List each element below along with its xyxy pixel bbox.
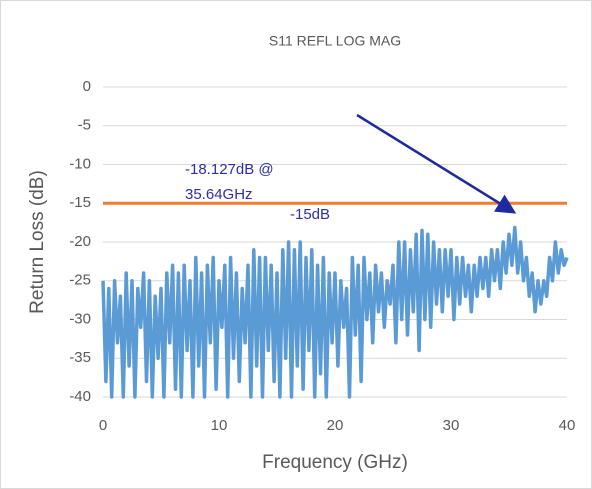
y-tick-label: -15 bbox=[69, 194, 91, 211]
y-axis-label: Return Loss (dB) bbox=[27, 170, 48, 314]
series-line bbox=[101, 225, 569, 399]
x-axis-label: Frequency (GHz) bbox=[262, 452, 408, 473]
y-tick-label: -10 bbox=[69, 155, 91, 172]
x-tick-label: 10 bbox=[211, 417, 228, 434]
annotation: 35.64GHz bbox=[185, 186, 253, 203]
y-tick-label: -40 bbox=[69, 388, 91, 405]
annotation-arrow bbox=[356, 113, 517, 214]
annotation: -15dB bbox=[290, 206, 330, 223]
annotation: -18.127dB @ bbox=[185, 161, 274, 178]
y-tick-label: -5 bbox=[78, 117, 91, 134]
x-tick-label: 0 bbox=[99, 417, 107, 434]
plot-area bbox=[101, 201, 569, 399]
y-tick-label: -25 bbox=[69, 272, 91, 289]
x-tick-label: 40 bbox=[559, 417, 576, 434]
chart-title: S11 REFL LOG MAG bbox=[269, 33, 401, 49]
y-tick-label: -35 bbox=[69, 349, 91, 366]
y-tick-label: -20 bbox=[69, 233, 91, 250]
y-tick-label: 0 bbox=[83, 78, 91, 95]
x-tick-label: 30 bbox=[443, 417, 460, 434]
y-tick-label: -30 bbox=[69, 310, 91, 327]
x-tick-label: 20 bbox=[327, 417, 344, 434]
